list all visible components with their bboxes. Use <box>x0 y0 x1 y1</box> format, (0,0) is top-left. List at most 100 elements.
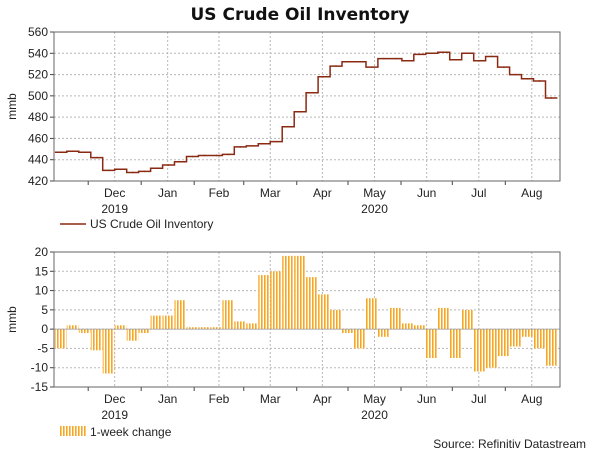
inventory-data-point <box>430 52 433 55</box>
weekly-change-bar <box>246 323 258 330</box>
inventory-data-point <box>119 168 122 171</box>
line-panel-month-label: May <box>363 186 386 200</box>
inventory-data-point <box>407 59 409 62</box>
inventory-data-point <box>454 58 457 61</box>
inventory-data-point <box>179 161 182 163</box>
weekly-change-bar <box>222 300 234 330</box>
line-panel-month-label: Dec <box>104 186 125 200</box>
inventory-data-point <box>83 151 86 154</box>
inventory-data-point <box>323 75 325 78</box>
line-panel-month-label: Aug <box>521 186 542 200</box>
bar-panel-ytick-label: 20 <box>35 245 49 259</box>
bar-panel-ytick-label: -5 <box>37 341 48 355</box>
source-note: Source: Refinitiv Datastream <box>433 437 586 451</box>
weekly-change-bar <box>377 329 390 337</box>
inventory-data-point <box>466 52 469 55</box>
inventory-legend-label: US Crude Oil Inventory <box>90 217 213 231</box>
line-panel-month-label: Jun <box>417 186 436 200</box>
line-panel-month-label: Mar <box>260 186 281 200</box>
weekly-change-bar <box>318 294 330 330</box>
bar-panel-year-label: 2020 <box>361 408 388 422</box>
weekly-change-bar <box>282 255 294 330</box>
bar-panel-ytick-label: -10 <box>31 361 49 375</box>
inventory-data-point <box>526 78 529 80</box>
bar-panel-ytick-label: 15 <box>35 264 49 278</box>
weekly-change-bar <box>437 307 450 330</box>
weekly-change-bar <box>485 329 498 368</box>
inventory-data-point <box>95 156 98 159</box>
inventory-data-point <box>203 154 206 157</box>
line-panel-month-label: Apr <box>313 186 332 200</box>
line-panel-month-label: Feb <box>209 186 230 200</box>
weekly-change-bar <box>150 315 163 330</box>
weekly-change-bar <box>413 325 426 330</box>
bar-panel-month-label: Jul <box>471 392 486 406</box>
line-panel-year-label: 2019 <box>101 202 128 216</box>
weekly-change-legend-swatch <box>60 426 86 436</box>
line-panel-y-axis-label: mmb <box>5 93 19 120</box>
bar-panel-month-label: Jun <box>417 392 436 406</box>
line-panel-ytick-label: 440 <box>28 153 48 167</box>
inventory-data-point <box>419 53 421 56</box>
inventory-data-point <box>359 61 361 63</box>
bar-panel-ytick-label: 10 <box>35 284 49 298</box>
inventory-data-point <box>191 155 194 158</box>
line-panel-ytick-label: 560 <box>28 25 48 39</box>
inventory-data-point <box>143 170 146 173</box>
bar-panel-ytick-label: 0 <box>41 322 48 336</box>
bar-panel-month-label: Feb <box>209 392 230 406</box>
weekly-change-bar <box>270 271 282 330</box>
inventory-data-point <box>155 167 158 170</box>
inventory-data-point <box>287 125 289 128</box>
bar-panel-plot-frame <box>53 251 561 388</box>
inventory-data-point <box>239 146 242 148</box>
weekly-change-bar <box>162 315 175 330</box>
inventory-data-point <box>383 57 385 60</box>
inventory-data-point <box>167 164 170 166</box>
inventory-data-point <box>215 154 218 157</box>
inventory-data-point <box>251 145 254 147</box>
bar-panel-month-label: Jan <box>158 392 177 406</box>
inventory-data-point <box>490 55 493 58</box>
weekly-change-bar <box>354 329 366 349</box>
weekly-change-bar <box>294 255 306 330</box>
bar-panel-year-label: 2019 <box>101 408 128 422</box>
bar-panel-ytick-label: 5 <box>41 303 48 317</box>
line-panel-month-label: Jul <box>471 186 486 200</box>
weekly-change-bar <box>473 329 486 372</box>
inventory-data-point <box>72 150 74 152</box>
inventory-data-point <box>107 169 110 172</box>
inventory-data-point <box>538 80 541 82</box>
inventory-data-point <box>550 97 553 99</box>
weekly-change-bar <box>330 309 342 330</box>
weekly-change-bar <box>78 329 91 333</box>
weekly-change-bar <box>306 277 318 330</box>
weekly-change-bar <box>425 329 438 358</box>
bar-panel-month-label: Apr <box>313 392 332 406</box>
inventory-data-point <box>311 91 313 94</box>
line-panel-month-label: Jan <box>158 186 177 200</box>
inventory-data-point <box>514 73 517 76</box>
inventory-data-point <box>227 153 230 156</box>
weekly-change-bar <box>138 329 151 333</box>
line-panel-ytick-label: 540 <box>28 46 48 60</box>
bar-panel-month-label: May <box>363 392 386 406</box>
weekly-change-bar <box>533 329 545 349</box>
inventory-data-point <box>371 66 373 68</box>
bar-panel-month-label: Dec <box>104 392 125 406</box>
line-panel-ytick-label: 420 <box>28 174 48 188</box>
weekly-change-bar <box>66 325 79 330</box>
weekly-change-bar <box>342 329 354 333</box>
inventory-data-point <box>478 59 481 62</box>
inventory-data-point <box>442 51 445 54</box>
weekly-change-bar <box>102 329 115 374</box>
inventory-data-point <box>502 66 505 68</box>
weekly-change-bar <box>389 307 402 330</box>
weekly-change-bar <box>545 329 557 366</box>
inventory-data-point <box>60 151 62 154</box>
inventory-data-point <box>347 61 349 63</box>
bar-panel-y-axis-label: mmb <box>5 306 19 333</box>
weekly-change-bar <box>186 327 198 330</box>
inventory-data-point <box>299 111 301 113</box>
